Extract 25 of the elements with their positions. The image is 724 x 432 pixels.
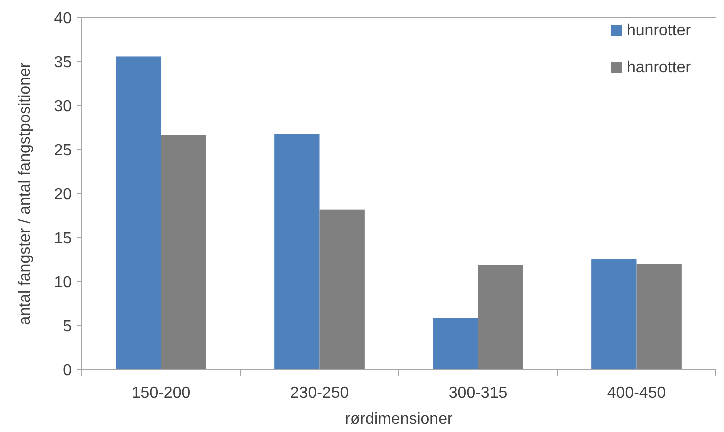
bar	[274, 134, 320, 370]
y-tick-label: 30	[54, 98, 72, 116]
y-tick-label: 0	[63, 362, 72, 380]
x-tick-label: 230-250	[290, 385, 350, 402]
bar	[636, 264, 682, 370]
bar	[161, 135, 206, 370]
y-tick-label: 40	[54, 10, 72, 28]
bar	[433, 318, 478, 370]
x-tick-label: 150-200	[132, 385, 191, 402]
y-tick-label: 5	[63, 318, 72, 336]
x-axis-title: rørdimensioner	[345, 411, 454, 428]
bar	[320, 210, 365, 370]
y-tick-label: 10	[54, 274, 72, 292]
y-tick-label: 25	[54, 142, 72, 160]
y-tick-label: 15	[54, 230, 72, 248]
bar	[116, 56, 162, 370]
legend-label: hunrotter	[627, 22, 692, 40]
y-tick-label: 20	[54, 186, 72, 204]
y-tick-label: 35	[54, 54, 72, 72]
legend-label: hanrotter	[627, 60, 692, 77]
x-tick-label: 300-315	[448, 385, 508, 402]
bar	[478, 265, 524, 370]
bar	[592, 259, 637, 370]
y-axis-title: antal fangster / antal fangstpositioner	[17, 62, 34, 326]
x-tick-label: 400-450	[607, 385, 666, 402]
